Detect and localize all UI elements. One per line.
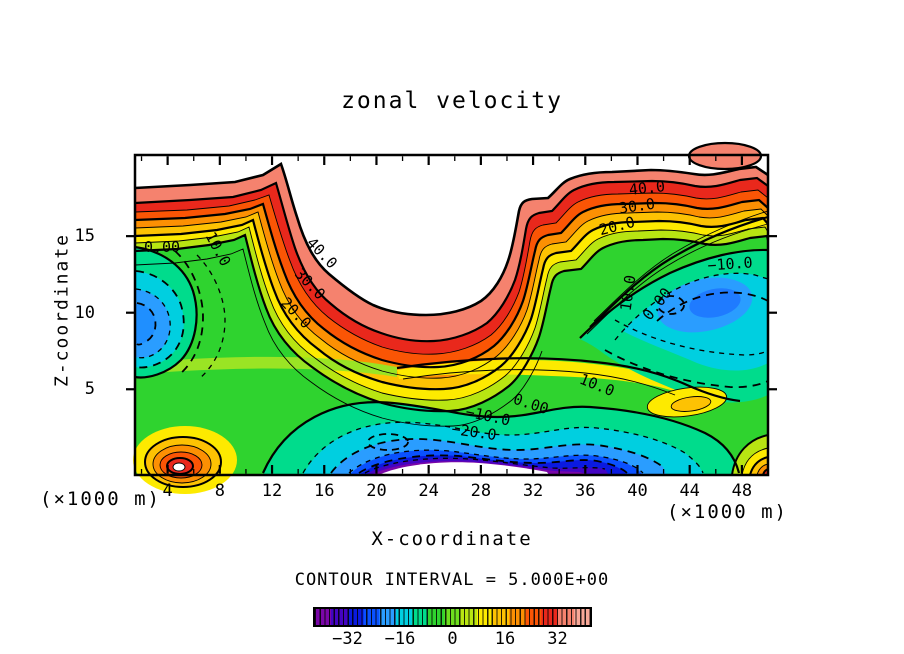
contour-label: 10.0 (617, 274, 640, 312)
x-tick-label: 16 (313, 481, 335, 501)
x-tick-label: 32 (522, 481, 544, 501)
plot-border (133, 153, 770, 477)
x-tick-label: 12 (261, 481, 283, 501)
x-tick-label: 40 (627, 481, 648, 501)
colorbar (313, 607, 592, 627)
colorbar-tick-label: 32 (547, 629, 568, 649)
x-tick-label: 24 (418, 481, 439, 501)
x-tick-label: 8 (214, 481, 225, 501)
z-tick-label: 5 (84, 379, 95, 400)
axis-ticks (126, 156, 777, 474)
negative-contour-lines (135, 250, 769, 474)
x-tick-label: 48 (731, 481, 753, 501)
contour-label: 40.0 (628, 177, 666, 199)
z-tick-label: 15 (74, 226, 95, 247)
colorbar-tick-label: 16 (494, 629, 516, 649)
x-axis-unit-right: (×1000 m) (667, 501, 788, 523)
x-tick-label: 20 (366, 481, 387, 501)
lower-right-features (646, 386, 769, 476)
contour-label: 30.0 (618, 195, 656, 218)
x-axis-title: X-coordinate (371, 528, 533, 550)
chart-title: zonal velocity (341, 88, 563, 114)
colorbar-cell-dividers (315, 609, 590, 625)
contour-plot-svg: 0.00 10.0 40.030.020.040.030.020.010.0 0.00… (126, 141, 777, 494)
colorbar-tick-label: 0 (447, 629, 458, 649)
x-tick-label: 4 (162, 481, 173, 501)
x-tick-label: 36 (575, 481, 596, 501)
x-tick-label: 28 (470, 481, 492, 501)
x-tick-label: 44 (679, 481, 700, 501)
contour-interval-annotation: CONTOUR INTERVAL = 5.000E+00 (294, 570, 610, 590)
x-axis-unit-left: (×1000 m) (40, 488, 161, 510)
colorbar-tick-label: −16 (384, 629, 416, 649)
colorbar-tick-label: −32 (332, 629, 363, 649)
left-low-blob (135, 247, 197, 378)
positive-contour-lines (134, 162, 770, 474)
z-tick-label: 10 (74, 302, 95, 323)
contour-label: −10.0 (707, 253, 753, 274)
contour-plot: 0.00 10.0 40.0 30.0 20.0 40.0 30.0 20.0 10.0 0.00… (126, 141, 777, 494)
right-low-blob (578, 249, 768, 403)
bottom-low-trench (263, 402, 739, 475)
mid-level-patches (135, 356, 680, 393)
contour-label: 0.00 (144, 238, 180, 256)
